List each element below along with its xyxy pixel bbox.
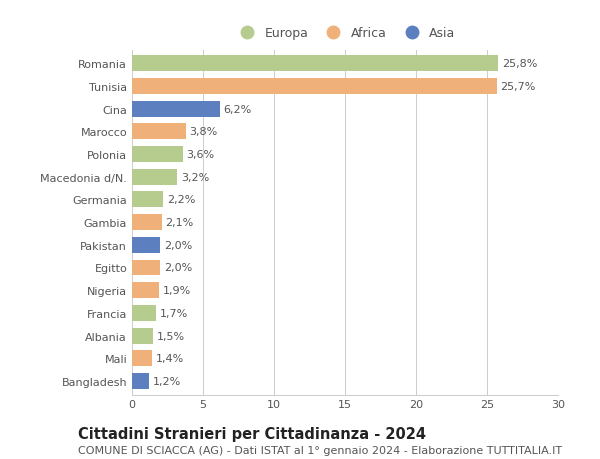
Text: COMUNE DI SCIACCA (AG) - Dati ISTAT al 1° gennaio 2024 - Elaborazione TUTTITALIA: COMUNE DI SCIACCA (AG) - Dati ISTAT al 1…	[78, 445, 562, 455]
Text: 1,5%: 1,5%	[157, 331, 185, 341]
Bar	[132, 56, 499, 72]
Bar	[132, 283, 159, 298]
Text: 25,7%: 25,7%	[500, 82, 536, 92]
Bar	[132, 124, 186, 140]
Text: 2,1%: 2,1%	[166, 218, 194, 228]
Text: Cittadini Stranieri per Cittadinanza - 2024: Cittadini Stranieri per Cittadinanza - 2…	[78, 426, 426, 441]
Legend: Europa, Africa, Asia: Europa, Africa, Asia	[229, 22, 461, 45]
Bar	[132, 215, 162, 230]
Text: 2,0%: 2,0%	[164, 263, 192, 273]
Bar	[132, 79, 497, 95]
Text: 1,7%: 1,7%	[160, 308, 188, 318]
Text: 25,8%: 25,8%	[502, 59, 537, 69]
Text: 2,0%: 2,0%	[164, 240, 192, 250]
Text: 2,2%: 2,2%	[167, 195, 195, 205]
Bar	[132, 373, 149, 389]
Bar	[132, 101, 220, 118]
Text: 3,2%: 3,2%	[181, 172, 209, 182]
Bar	[132, 169, 178, 185]
Bar	[132, 237, 160, 253]
Text: 3,8%: 3,8%	[190, 127, 218, 137]
Text: 1,4%: 1,4%	[155, 353, 184, 364]
Text: 3,6%: 3,6%	[187, 150, 215, 160]
Bar	[132, 328, 154, 344]
Bar	[132, 260, 160, 276]
Text: 6,2%: 6,2%	[224, 104, 252, 114]
Bar	[132, 147, 183, 162]
Bar	[132, 192, 163, 208]
Bar	[132, 305, 156, 321]
Bar	[132, 351, 152, 366]
Text: 1,2%: 1,2%	[152, 376, 181, 386]
Text: 1,9%: 1,9%	[163, 285, 191, 296]
